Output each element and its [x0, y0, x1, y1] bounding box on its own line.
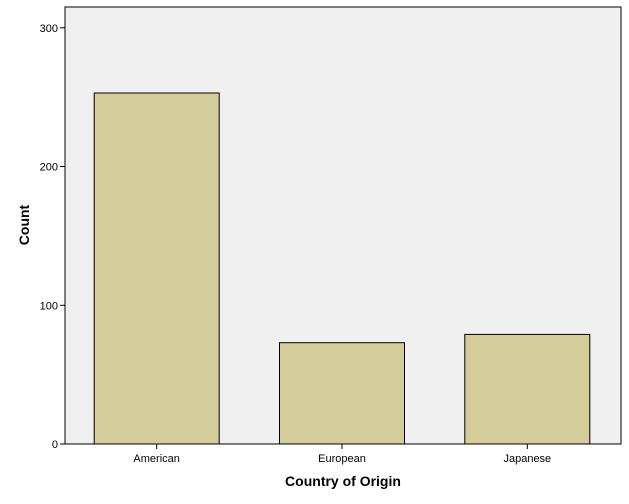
- bars: [93, 92, 591, 445]
- x-tick-label: American: [133, 453, 179, 465]
- y-tick-label: 200: [40, 162, 58, 174]
- axes: American European Japanese 0 100 200 300: [40, 23, 552, 465]
- y-tick-label: 0: [52, 439, 58, 451]
- y-tick-label: 300: [40, 23, 58, 35]
- bar-european: [279, 342, 405, 445]
- x-tick-label: European: [318, 453, 366, 465]
- bar-american: [93, 92, 220, 445]
- y-axis-title: Count: [16, 204, 32, 245]
- y-tick-label: 100: [40, 300, 58, 312]
- x-tick-label: Japanese: [503, 453, 551, 465]
- bar-japanese: [464, 333, 591, 445]
- x-axis-title: Country of Origin: [285, 473, 401, 489]
